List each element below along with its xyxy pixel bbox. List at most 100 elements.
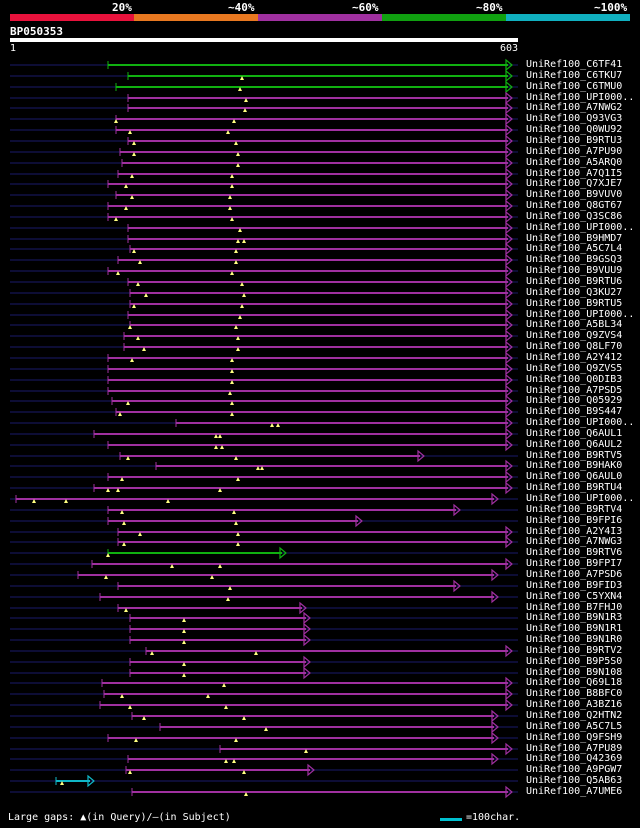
query-gap-marker-icon <box>224 705 228 709</box>
hit-label[interactable]: UniRef100_B9VUU9 <box>526 265 623 276</box>
hit-label[interactable]: UniRef100_A7PSD5 <box>526 385 623 396</box>
hit-arrow-icon <box>303 611 311 625</box>
hit-label[interactable]: UniRef100_Q6AUL1 <box>526 428 623 439</box>
hit-label[interactable]: UniRef100_Q0WU92 <box>526 124 623 135</box>
hit-label[interactable]: UniRef100_Q5AB63 <box>526 775 623 786</box>
query-gap-marker-icon <box>114 119 118 123</box>
hit-label[interactable]: UniRef100_B9N1R0 <box>526 634 623 645</box>
hit-label[interactable]: UniRef100_Q93VG3 <box>526 113 623 124</box>
hit-label[interactable]: UniRef100_UPI000.. <box>526 92 635 103</box>
hit-label[interactable]: UniRef100_A7NWG3 <box>526 536 623 547</box>
hit-label[interactable]: UniRef100_B9S447 <box>526 406 623 417</box>
hit-label[interactable]: UniRef100_B9FPI6 <box>526 515 623 526</box>
hit-label[interactable]: UniRef100_A5C7L5 <box>526 721 623 732</box>
hit-label[interactable]: UniRef100_UPI000.. <box>526 417 635 428</box>
hit-label[interactable]: UniRef100_A7UME6 <box>526 786 623 797</box>
hit-label[interactable]: UniRef100_C6TF41 <box>526 59 623 70</box>
hit-label[interactable]: UniRef100_Q6AUL2 <box>526 439 623 450</box>
query-gap-marker-icon <box>242 716 246 720</box>
hit-label[interactable]: UniRef100_A2Y412 <box>526 352 623 363</box>
hit-label[interactable]: UniRef100_Q42369 <box>526 753 623 764</box>
hit-label[interactable]: UniRef100_Q69L18 <box>526 677 623 688</box>
hit-label[interactable]: UniRef100_B9FPI7 <box>526 558 623 569</box>
hit-label[interactable]: UniRef100_B9HMD7 <box>526 233 623 244</box>
hit-label[interactable]: UniRef100_A7PSD6 <box>526 569 623 580</box>
hit-label[interactable]: UniRef100_C6TKU7 <box>526 70 623 81</box>
query-gap-marker-icon <box>106 553 110 557</box>
query-gap-marker-icon <box>230 412 234 416</box>
hit-label[interactable]: UniRef100_Q7XJE7 <box>526 178 623 189</box>
query-gap-marker-icon <box>182 618 186 622</box>
hit-label[interactable]: UniRef100_B9GSQ3 <box>526 254 623 265</box>
hit-label[interactable]: UniRef100_Q3KU27 <box>526 287 623 298</box>
hit-arrow-icon <box>505 329 513 343</box>
hit-label[interactable]: UniRef100_Q6AUL0 <box>526 471 623 482</box>
legend-segment-orange <box>134 14 258 21</box>
hit-arrow-icon <box>303 633 311 647</box>
query-gap-marker-icon <box>136 336 140 340</box>
hit-label[interactable]: UniRef100_A9PGW7 <box>526 764 623 775</box>
hit-arrow-icon <box>505 242 513 256</box>
query-gap-marker-icon <box>238 87 242 91</box>
query-gap-marker-icon <box>236 532 240 536</box>
hit-arrow-icon <box>505 470 513 484</box>
hit-label[interactable]: UniRef100_Q3SC86 <box>526 211 623 222</box>
hit-label[interactable]: UniRef100_B9RTU3 <box>526 135 623 146</box>
hit-label[interactable]: UniRef100_B9RTV5 <box>526 450 623 461</box>
hit-label[interactable]: UniRef100_B9N1R3 <box>526 612 623 623</box>
query-gap-marker-icon <box>104 575 108 579</box>
query-gap-marker-icon <box>234 456 238 460</box>
hit-label[interactable]: UniRef100_B9N1R1 <box>526 623 623 634</box>
hit-label[interactable]: UniRef100_Q9ZVS5 <box>526 363 623 374</box>
hit-arrow-icon <box>505 58 513 72</box>
hit-label[interactable]: UniRef100_A7PU89 <box>526 743 623 754</box>
query-gap-marker-icon <box>232 119 236 123</box>
query-gap-marker-icon <box>182 673 186 677</box>
query-gap-marker-icon <box>226 597 230 601</box>
hit-label[interactable]: UniRef100_C6TMU0 <box>526 81 623 92</box>
hit-label[interactable]: UniRef100_B9RTU6 <box>526 276 623 287</box>
hit-label[interactable]: UniRef100_A7NWG2 <box>526 102 623 113</box>
hit-label[interactable]: UniRef100_UPI000.. <box>526 309 635 320</box>
query-gap-marker-icon <box>242 239 246 243</box>
hit-label[interactable]: UniRef100_Q8LF70 <box>526 341 623 352</box>
query-gap-marker-icon <box>166 499 170 503</box>
hit-label[interactable]: UniRef100_UPI000.. <box>526 493 635 504</box>
hit-label[interactable]: UniRef100_B9RTU5 <box>526 298 623 309</box>
hit-label[interactable]: UniRef100_Q0DIB3 <box>526 374 623 385</box>
hit-label[interactable]: UniRef100_B9N108 <box>526 667 623 678</box>
hit-label[interactable]: UniRef100_B9HAK0 <box>526 460 623 471</box>
hit-label[interactable]: UniRef100_Q8GT67 <box>526 200 623 211</box>
hit-label[interactable]: UniRef100_B8BFC0 <box>526 688 623 699</box>
query-gap-marker-icon <box>230 369 234 373</box>
hit-label[interactable]: UniRef100_B9P5S0 <box>526 656 623 667</box>
hit-label[interactable]: UniRef100_Q05929 <box>526 395 623 406</box>
hit-label[interactable]: UniRef100_A7Q1I5 <box>526 168 623 179</box>
hit-label[interactable]: UniRef100_A5ARQ0 <box>526 157 623 168</box>
query-gap-marker-icon <box>240 304 244 308</box>
hit-label[interactable]: UniRef100_Q9FSH9 <box>526 732 623 743</box>
hit-label[interactable]: UniRef100_UPI000.. <box>526 222 635 233</box>
hit-label[interactable]: UniRef100_Q9ZVS4 <box>526 330 623 341</box>
hit-label[interactable]: UniRef100_Q2HTN2 <box>526 710 623 721</box>
hit-label[interactable]: UniRef100_B7FHJ0 <box>526 602 623 613</box>
hit-label[interactable]: UniRef100_C5YXN4 <box>526 591 623 602</box>
hit-label[interactable]: UniRef100_B9RTV4 <box>526 504 623 515</box>
hit-label[interactable]: UniRef100_A5C7L4 <box>526 243 623 254</box>
hit-label[interactable]: UniRef100_B9RTV6 <box>526 547 623 558</box>
query-gap-marker-icon <box>132 152 136 156</box>
hit-label[interactable]: UniRef100_B9VUV0 <box>526 189 623 200</box>
query-gap-marker-icon <box>276 423 280 427</box>
query-gap-marker-icon <box>234 325 238 329</box>
hit-label[interactable]: UniRef100_A3BZ16 <box>526 699 623 710</box>
hit-arrow-icon <box>491 709 499 723</box>
hit-label[interactable]: UniRef100_B9RTV2 <box>526 645 623 656</box>
query-gap-marker-icon <box>236 239 240 243</box>
hit-label[interactable]: UniRef100_B9RTU4 <box>526 482 623 493</box>
query-gap-marker-icon <box>128 705 132 709</box>
hit-label[interactable]: UniRef100_B9FID3 <box>526 580 623 591</box>
hit-label[interactable]: UniRef100_A2Y4I3 <box>526 526 623 537</box>
hit-arrow-icon <box>491 590 499 604</box>
hit-label[interactable]: UniRef100_A7PU90 <box>526 146 623 157</box>
hit-label[interactable]: UniRef100_A5BL34 <box>526 319 623 330</box>
